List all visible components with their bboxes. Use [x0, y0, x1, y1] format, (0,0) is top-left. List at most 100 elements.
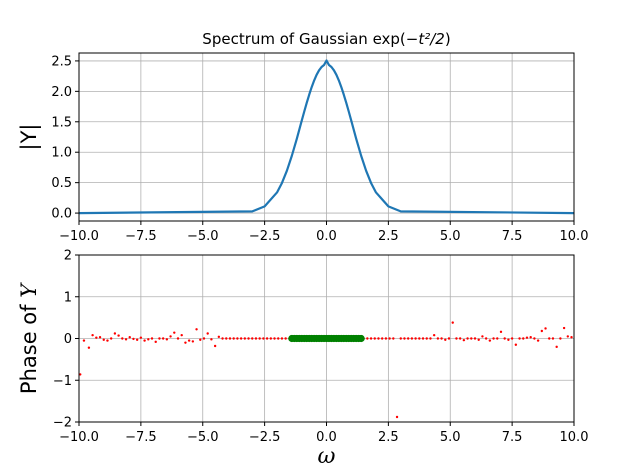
- phase-point-noise: [284, 337, 287, 340]
- phase-point-noise: [98, 336, 102, 339]
- phase-point-noise: [265, 337, 269, 340]
- magnitude-x-tick-label: −7.5: [125, 229, 157, 244]
- phase-y-tick-label: 1: [64, 290, 72, 305]
- phase-point-noise: [414, 337, 417, 340]
- phase-point-noise: [470, 337, 473, 340]
- phase-point-noise: [243, 337, 247, 340]
- magnitude-x-tick-label: −5.0: [187, 229, 219, 244]
- phase-point-noise: [499, 330, 503, 334]
- phase-point-noise: [559, 337, 562, 340]
- phase-point-noise: [518, 337, 521, 340]
- phase-point-noise: [533, 337, 536, 340]
- phase-point-noise: [425, 337, 428, 340]
- phase-x-tick-label: −5.0: [187, 430, 219, 445]
- phase-point-noise: [570, 336, 573, 339]
- phase-point-noise: [184, 341, 187, 344]
- phase-point-noise: [277, 337, 280, 340]
- phase-point-noise: [143, 339, 146, 342]
- phase-point-noise: [481, 335, 484, 338]
- phase-point-noise: [117, 334, 120, 337]
- phase-point-noise: [251, 337, 254, 340]
- phase-point-noise: [384, 337, 388, 340]
- phase-x-tick-label: 7.5: [502, 430, 523, 445]
- phase-point-noise: [380, 337, 384, 340]
- phase-point-noise: [510, 337, 514, 340]
- phase-point-noise: [228, 337, 232, 340]
- phase-point-noise: [514, 343, 518, 346]
- phase-point-noise: [540, 329, 544, 333]
- phase-point-noise: [82, 339, 86, 342]
- magnitude-x-tick-label: 7.5: [502, 229, 523, 244]
- phase-point-noise: [432, 333, 436, 337]
- magnitude-ticks: −10.0 −7.5 −5.0 −2.5 0.0 2.5 5.0 7.5 10.0 0.0 0.5 1…: [51, 54, 588, 244]
- phase-point-main: [357, 334, 365, 343]
- phase-point-noise: [477, 338, 480, 341]
- phase-point-noise: [566, 335, 570, 338]
- magnitude-y-tick-label: 2.5: [51, 54, 72, 69]
- phase-point-noise: [169, 335, 172, 338]
- phase-point-noise: [403, 337, 406, 340]
- phase-point-noise: [158, 337, 161, 340]
- phase-point-noise: [551, 337, 555, 340]
- phase-point-noise: [210, 338, 213, 341]
- phase-point-noise: [455, 337, 458, 340]
- phase-point-noise: [106, 339, 109, 342]
- phase-point-noise: [221, 337, 224, 340]
- magnitude-y-tick-label: 0.0: [51, 207, 72, 222]
- magnitude-y-tick-label: 0.5: [51, 176, 72, 191]
- phase-point-noise: [273, 337, 276, 340]
- phase-point-noise: [79, 373, 82, 376]
- phase-point-noise: [128, 336, 131, 339]
- magnitude-series: [78, 59, 575, 215]
- phase-point-noise: [87, 346, 91, 349]
- phase-point-noise: [180, 333, 183, 337]
- phase-point-noise: [176, 337, 180, 340]
- phase-point-noise: [121, 337, 124, 340]
- phase-point-noise: [91, 333, 94, 337]
- phase-x-tick-label: 10.0: [560, 430, 589, 445]
- phase-point-noise: [147, 338, 150, 341]
- phase-point-noise: [195, 328, 198, 331]
- phase-point-noise: [548, 337, 551, 340]
- phase-point-noise: [173, 331, 176, 334]
- phase-point-noise: [525, 336, 529, 339]
- magnitude-grid: [78, 53, 575, 221]
- magnitude-title: Spectrum of Gaussian exp(−t²/2): [202, 30, 450, 48]
- phase-point-noise: [206, 332, 209, 335]
- phase-point-noise: [562, 326, 566, 330]
- phase-point-noise: [484, 337, 488, 340]
- phase-x-tick-label: 2.5: [378, 430, 399, 445]
- phase-x-tick-label: −7.5: [125, 430, 157, 445]
- phase-ticks: −10.0 −7.5 −5.0 −2.5 0.0 2.5 5.0 7.5 10.0 −2 −1 0 1 2: [53, 249, 589, 446]
- phase-point-noise: [247, 337, 250, 340]
- phase-point-noise: [139, 336, 143, 339]
- phase-point-noise: [529, 336, 532, 339]
- phase-plot-frame: [78, 254, 575, 423]
- phase-point-noise: [109, 337, 113, 340]
- phase-point-noise: [488, 339, 492, 342]
- phase-point-noise: [418, 337, 421, 340]
- phase-point-noise: [462, 338, 466, 342]
- phase-point-noise: [217, 335, 221, 339]
- phase-point-noise: [202, 337, 206, 340]
- phase-point-noise: [280, 337, 284, 340]
- magnitude-y-tick-label: 1.0: [51, 146, 72, 161]
- phase-point-noise: [369, 337, 373, 340]
- phase-point-noise: [199, 338, 202, 341]
- phase-point-noise: [154, 340, 157, 344]
- phase-point-noise: [187, 339, 191, 342]
- phase-xlabel: ω: [318, 444, 336, 469]
- magnitude-plot-frame: [78, 52, 575, 222]
- phase-point-noise: [236, 337, 239, 340]
- magnitude-x-tick-label: 0.0: [316, 229, 337, 244]
- magnitude-x-tick-label: 10.0: [560, 229, 589, 244]
- phase-point-noise: [436, 337, 440, 340]
- phase-point-noise: [392, 337, 395, 340]
- phase-point-noise: [373, 337, 376, 340]
- phase-axes: −10.0 −7.5 −5.0 −2.5 0.0 2.5 5.0 7.5 10.0 −2 −1 0 1 2…: [17, 249, 588, 469]
- phase-point-noise: [225, 337, 228, 340]
- phase-point-noise: [213, 344, 217, 348]
- phase-point-noise: [269, 337, 273, 340]
- magnitude-x-tick-label: −10.0: [59, 229, 99, 244]
